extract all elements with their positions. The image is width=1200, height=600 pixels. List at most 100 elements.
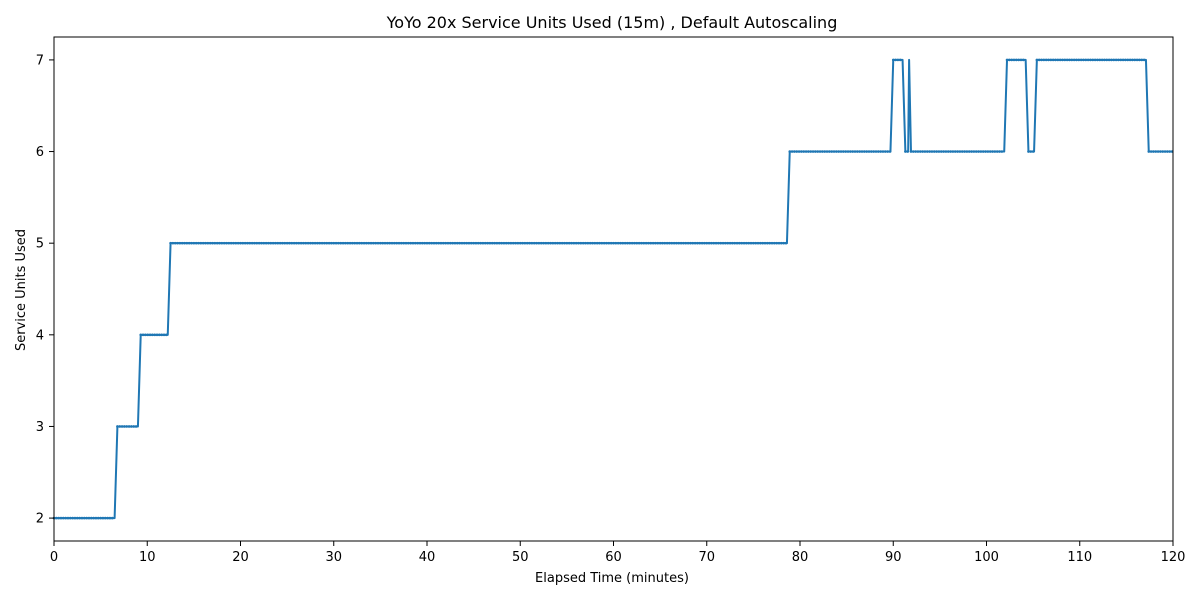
data-point: [204, 241, 207, 245]
data-point: [891, 58, 895, 62]
data-point: [835, 150, 838, 153]
data-point: [896, 58, 900, 62]
data-point: [1019, 58, 1023, 62]
data-point: [661, 241, 664, 245]
data-point: [944, 150, 948, 153]
data-point: [165, 333, 168, 337]
data-point: [749, 241, 753, 245]
data-point: [421, 241, 424, 245]
data-point: [1051, 58, 1055, 62]
data-point: [55, 516, 58, 520]
data-point: [458, 241, 461, 245]
data-point: [703, 241, 706, 245]
data-point: [423, 241, 426, 245]
data-point: [1017, 58, 1020, 62]
data-point: [923, 150, 927, 153]
data-point: [241, 241, 245, 245]
data-point: [782, 241, 785, 245]
plot-area: [52, 36, 1174, 542]
data-point: [66, 516, 70, 520]
x-tick-label: 90: [885, 550, 902, 565]
data-point: [731, 241, 734, 245]
data-point: [539, 241, 543, 245]
data-point: [409, 241, 412, 245]
data-point: [393, 241, 396, 245]
data-point: [372, 241, 375, 245]
data-point: [73, 516, 77, 520]
data-point: [553, 241, 557, 245]
data-point: [351, 241, 354, 245]
data-point: [1147, 150, 1151, 153]
data-point: [649, 241, 653, 245]
data-point: [995, 150, 999, 153]
data-point: [246, 241, 249, 245]
data-point: [521, 241, 524, 245]
data-point: [1082, 58, 1085, 62]
data-point: [717, 241, 720, 245]
data-point: [912, 150, 915, 153]
data-point: [823, 150, 827, 153]
data-point: [451, 241, 454, 245]
data-point: [916, 150, 920, 153]
x-tick-label: 20: [232, 550, 249, 565]
data-point: [493, 241, 496, 245]
data-point: [456, 241, 459, 245]
data-point: [130, 425, 133, 428]
data-point: [453, 241, 457, 245]
data-point: [710, 241, 713, 245]
data-point: [383, 241, 387, 245]
data-point: [821, 150, 824, 153]
data-point: [239, 241, 242, 245]
data-point: [1107, 58, 1111, 62]
data-point: [577, 241, 580, 245]
data-point: [626, 241, 629, 245]
data-point: [355, 241, 359, 245]
data-point: [763, 241, 767, 245]
data-point: [509, 241, 513, 245]
data-point: [327, 241, 331, 245]
data-point: [797, 150, 801, 153]
data-point: [756, 241, 760, 245]
x-tick-label: 110: [1067, 550, 1092, 565]
data-point: [92, 516, 95, 520]
data-point: [348, 241, 352, 245]
data-point: [932, 150, 936, 153]
y-tick-label: 4: [36, 328, 44, 343]
data-point: [528, 241, 531, 245]
data-point: [514, 241, 517, 245]
data-point: [777, 241, 781, 245]
data-point: [1166, 150, 1169, 153]
data-point: [766, 241, 769, 245]
data-point: [979, 150, 983, 153]
data-point: [888, 150, 892, 153]
data-point: [1063, 58, 1067, 62]
data-point: [602, 241, 606, 245]
x-tick-label: 60: [605, 550, 622, 565]
data-point: [784, 241, 788, 245]
data-point: [1086, 58, 1090, 62]
data-point: [430, 241, 433, 245]
data-point: [227, 241, 231, 245]
data-point: [367, 241, 371, 245]
data-point: [972, 150, 976, 153]
data-point: [62, 516, 65, 520]
data-point: [1015, 58, 1018, 62]
data-point: [178, 241, 182, 245]
data-point: [362, 241, 366, 245]
data-point: [176, 241, 179, 245]
data-point: [110, 516, 114, 520]
data-point: [965, 150, 969, 153]
data-point: [870, 150, 873, 153]
y-tick-label: 5: [36, 237, 44, 252]
data-point: [584, 241, 587, 245]
data-point: [64, 516, 67, 520]
data-point: [665, 241, 669, 245]
data-point: [488, 241, 492, 245]
data-point: [856, 150, 859, 153]
data-point: [395, 241, 398, 245]
data-point: [921, 150, 924, 153]
data-point: [1070, 58, 1074, 62]
data-point: [318, 241, 322, 245]
data-point: [761, 241, 764, 245]
data-point: [588, 241, 592, 245]
